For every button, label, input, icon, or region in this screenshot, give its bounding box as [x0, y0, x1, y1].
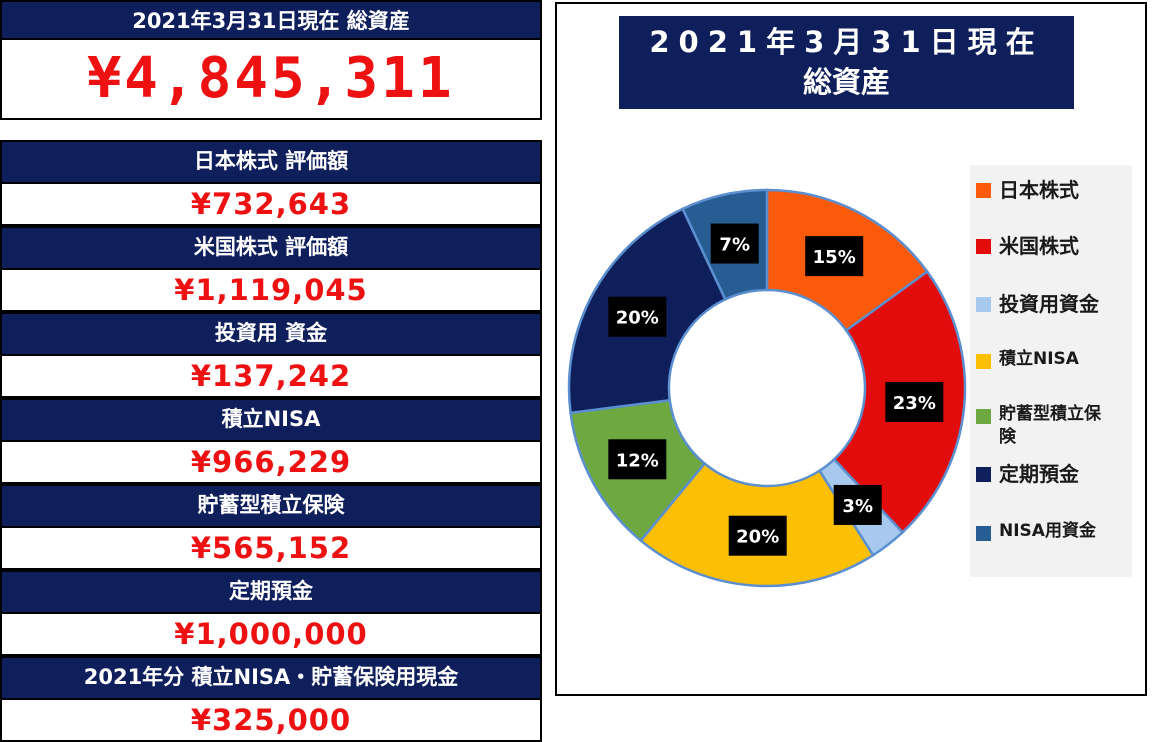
asset-item-value: ¥325,000 — [0, 700, 542, 742]
chart-title: 2021年3月31日現在 総資産 — [619, 16, 1074, 109]
legend-item: 定期預金 — [976, 461, 1079, 487]
data-label: 20% — [608, 296, 667, 337]
legend-label: 米国株式 — [999, 234, 1079, 258]
asset-item-label: 投資用 資金 — [0, 312, 542, 356]
chart-title-line2: 総資産 — [802, 65, 890, 99]
legend-label: NISA用資金 — [999, 521, 1096, 541]
legend-swatch — [976, 526, 991, 541]
legend-swatch — [976, 183, 991, 198]
data-label: 7% — [710, 223, 759, 264]
asset-item: 投資用 資金 ¥137,242 — [0, 312, 542, 398]
asset-item-label: 日本株式 評価額 — [0, 140, 542, 184]
asset-item: 積立NISA ¥966,229 — [0, 398, 542, 484]
legend-swatch — [976, 297, 991, 312]
legend-item: 投資用資金 — [976, 291, 1099, 317]
data-label: 23% — [885, 381, 944, 422]
donut-chart: 15% 23% 3% 20% 12% 20% 7% — [567, 188, 967, 588]
data-label: 20% — [728, 515, 787, 556]
asset-item-label: 2021年分 積立NISA・貯蓄保険用現金 — [0, 656, 542, 700]
legend-item: NISA用資金 — [976, 520, 1117, 543]
asset-item: 定期預金 ¥1,000,000 — [0, 570, 542, 656]
legend-item: 貯蓄型積立保険 — [976, 403, 1117, 449]
data-label-text: 7% — [719, 235, 750, 256]
chart-title-line1: 2021年3月31日現在 — [649, 25, 1044, 59]
asset-item-label: 積立NISA — [0, 398, 542, 442]
data-label: 12% — [608, 439, 667, 480]
legend-item: 日本株式 — [976, 177, 1079, 203]
asset-item: 貯蓄型積立保険 ¥565,152 — [0, 484, 542, 570]
data-label-text: 20% — [616, 308, 659, 329]
legend-label: 貯蓄型積立保険 — [999, 404, 1101, 447]
legend-item: 積立NISA — [976, 348, 1117, 371]
asset-item: 日本株式 評価額 ¥732,643 — [0, 140, 542, 226]
data-label: 3% — [833, 484, 882, 525]
asset-item: 2021年分 積立NISA・貯蓄保険用現金 ¥325,000 — [0, 656, 542, 742]
legend-swatch — [976, 467, 991, 482]
total-assets-title: 2021年3月31日現在 総資産 — [0, 0, 542, 40]
total-assets-value: ¥4,845,311 — [0, 40, 542, 120]
data-label: 15% — [805, 236, 864, 277]
asset-item-label: 米国株式 評価額 — [0, 226, 542, 270]
asset-item-value: ¥732,643 — [0, 184, 542, 226]
asset-item-value: ¥1,119,045 — [0, 270, 542, 312]
chart-legend: 日本株式米国株式投資用資金積立NISA 貯蓄型積立保険定期預金 NISA用資金 — [970, 165, 1132, 577]
data-label-text: 23% — [893, 393, 936, 414]
asset-item-value: ¥565,152 — [0, 528, 542, 570]
asset-item-label: 貯蓄型積立保険 — [0, 484, 542, 528]
asset-item-value: ¥966,229 — [0, 442, 542, 484]
legend-label: 日本株式 — [999, 178, 1079, 202]
asset-breakdown-list: 日本株式 評価額 ¥732,643 米国株式 評価額 ¥1,119,045 投資用 資金… — [0, 140, 542, 742]
asset-item-value: ¥1,000,000 — [0, 614, 542, 656]
data-label-text: 3% — [842, 496, 873, 517]
legend-item: 米国株式 — [976, 233, 1079, 259]
legend-label: 積立NISA — [999, 349, 1079, 369]
legend-label: 投資用資金 — [999, 292, 1099, 316]
asset-item: 米国株式 評価額 ¥1,119,045 — [0, 226, 542, 312]
asset-item-value: ¥137,242 — [0, 356, 542, 398]
legend-swatch — [976, 239, 991, 254]
data-label-text: 20% — [736, 527, 779, 548]
legend-swatch — [976, 354, 991, 369]
data-label-text: 12% — [616, 450, 659, 471]
legend-swatch — [976, 409, 991, 424]
asset-item-label: 定期預金 — [0, 570, 542, 614]
data-label-text: 15% — [813, 247, 856, 268]
legend-label: 定期預金 — [999, 462, 1079, 486]
